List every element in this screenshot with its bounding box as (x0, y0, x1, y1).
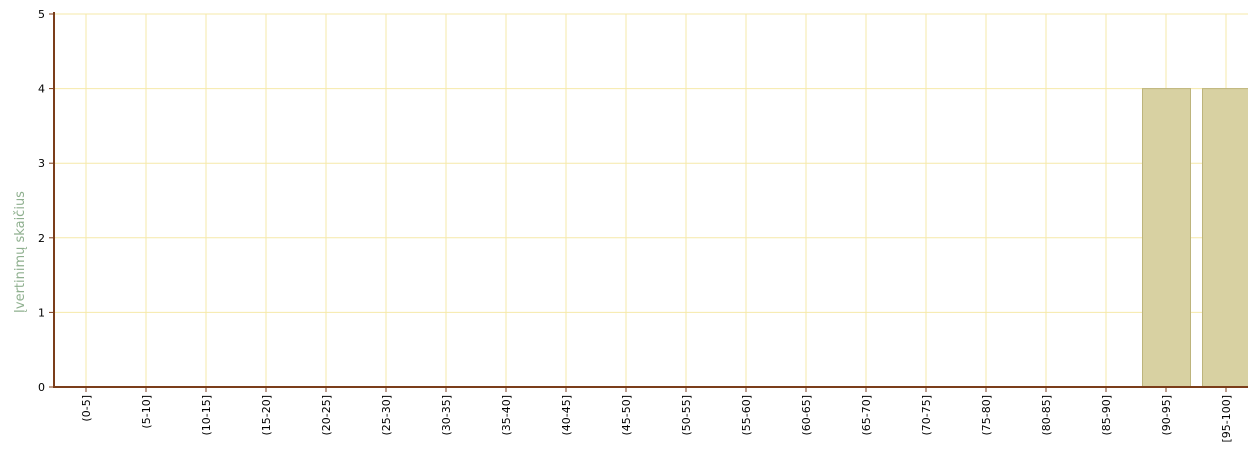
axes (49, 12, 1248, 392)
x-tick-label: (55-60] (740, 395, 753, 436)
x-tick-label: (75-80] (980, 395, 993, 436)
x-tick-label: (35-40] (500, 395, 513, 436)
y-tick-label: 3 (38, 157, 45, 170)
x-tick-label: (70-75] (920, 395, 933, 436)
y-tick-label: 1 (38, 306, 45, 319)
x-tick-label: (15-20] (260, 395, 273, 436)
x-tick-label: (5-10] (140, 395, 153, 429)
x-tick-label: (60-65] (800, 395, 813, 436)
bar (1202, 88, 1248, 388)
x-tick-label: (30-35] (440, 395, 453, 436)
x-tick-label: (90-95] (1160, 395, 1173, 436)
x-tick-labels: (0-5] (5-10] (10-15] (15-20] (20-25] (25-30] (… (80, 395, 1233, 443)
y-tick-label: 4 (38, 83, 45, 96)
y-tick-label: 0 (38, 381, 45, 394)
bars (1142, 88, 1248, 388)
x-tick-label: (65-70] (860, 395, 873, 436)
x-tick-label: (20-25] (320, 395, 333, 436)
x-tick-label: (10-15] (200, 395, 213, 436)
bar (1142, 88, 1191, 388)
x-tick-label: [95-100] (1220, 395, 1233, 443)
y-tick-label: 5 (38, 8, 45, 21)
y-axis-title: Įvertinimų skaičius (13, 191, 28, 313)
x-tick-label: (25-30] (380, 395, 393, 436)
x-tick-label: (40-45] (560, 395, 573, 436)
x-tick-label: (45-50] (620, 395, 633, 436)
x-tick-label: (50-55] (680, 395, 693, 436)
x-tick-label: (0-5] (80, 395, 93, 422)
x-tick-label: (80-85] (1040, 395, 1053, 436)
y-tick-label: 2 (38, 232, 45, 245)
grid-lines (54, 13, 1248, 387)
x-tick-label: (85-90] (1100, 395, 1113, 436)
y-tick-labels: 0 1 2 3 4 5 (38, 8, 45, 394)
